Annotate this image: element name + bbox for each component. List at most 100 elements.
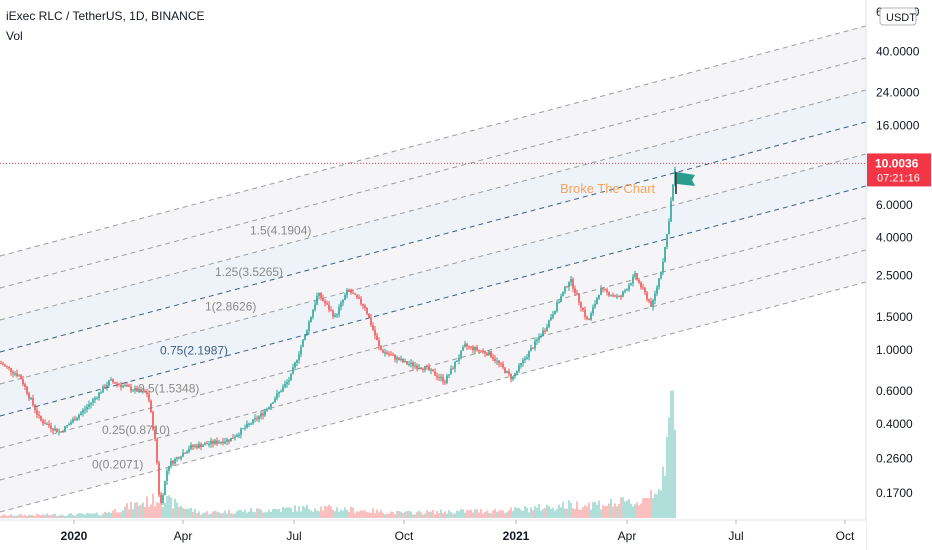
- candle-body: [506, 371, 508, 373]
- candle-body: [432, 369, 434, 372]
- volume-bar: [248, 511, 250, 518]
- candle-body: [108, 380, 110, 386]
- candle-body: [550, 317, 552, 321]
- candle-body: [558, 301, 560, 303]
- candle-body: [672, 184, 674, 201]
- candle-body: [158, 462, 160, 495]
- candle-body: [236, 435, 238, 437]
- volume-bar: [524, 506, 526, 518]
- candle-body: [274, 398, 276, 403]
- volume-bar: [202, 512, 204, 518]
- volume-bar: [250, 508, 252, 518]
- volume-bar: [440, 509, 442, 518]
- candle-body: [160, 494, 162, 503]
- volume-bar: [434, 514, 436, 518]
- volume-bar: [372, 508, 374, 518]
- volume-bar: [76, 514, 78, 518]
- volume-bar: [484, 512, 486, 518]
- candle-body: [126, 385, 128, 387]
- candle-body: [512, 376, 514, 380]
- price-axis[interactable]: 65.000040.000024.000016.00006.00004.0000…: [865, 0, 932, 550]
- volume-bar: [558, 504, 560, 518]
- volume-bar: [494, 509, 496, 518]
- volume-bar: [582, 507, 584, 518]
- candle-body: [176, 457, 178, 459]
- candle-body: [380, 346, 382, 351]
- volume-bar: [590, 509, 592, 518]
- volume-bar: [188, 508, 190, 518]
- last-price-tag: [867, 153, 931, 187]
- candle-body: [312, 310, 314, 317]
- volume-bar: [68, 513, 70, 518]
- volume-bar: [28, 514, 30, 518]
- time-tick-label: Apr: [618, 529, 637, 543]
- candle-body: [172, 461, 174, 464]
- candle-body: [156, 438, 158, 463]
- volume-bar: [528, 512, 530, 518]
- candle-body: [624, 290, 626, 292]
- candle-body: [622, 291, 624, 297]
- fib-band: [0, 186, 866, 448]
- fib-band: [0, 154, 866, 416]
- candle-body: [56, 428, 58, 433]
- volume-bar: [624, 501, 626, 518]
- volume-bar: [300, 511, 302, 518]
- volume-bar: [50, 515, 52, 518]
- candle-body: [332, 310, 334, 317]
- candle-body: [634, 273, 636, 277]
- time-tick-label: Apr: [174, 529, 193, 543]
- volume-bar: [324, 505, 326, 518]
- candle-body: [242, 428, 244, 430]
- volume-bar: [140, 504, 142, 518]
- candle-body: [434, 371, 436, 376]
- volume-bar: [476, 509, 478, 518]
- candle-body: [206, 443, 208, 445]
- candle-body: [318, 292, 320, 297]
- volume-bar: [390, 511, 392, 518]
- candle-body: [96, 397, 98, 399]
- time-axis[interactable]: 2020 Apr Jul Oct 2021 Apr Jul Oct: [0, 519, 866, 550]
- volume-bar: [488, 512, 490, 518]
- volume-bar: [54, 513, 56, 518]
- candle-body: [214, 440, 216, 444]
- candle-body: [410, 362, 412, 364]
- candle-body: [110, 379, 112, 381]
- volume-bar: [622, 497, 624, 518]
- volume-bar: [170, 497, 172, 518]
- volume-bar: [398, 510, 400, 518]
- volume-bar: [630, 503, 632, 518]
- candle-body: [592, 307, 594, 314]
- volume-bar: [46, 513, 48, 518]
- volume-bar: [626, 500, 628, 518]
- candle-body: [580, 302, 582, 308]
- candle-body: [86, 406, 88, 410]
- candle-body: [618, 295, 620, 297]
- volume-bar: [24, 514, 26, 518]
- volume-bar: [636, 502, 638, 518]
- candle-body: [608, 291, 610, 296]
- volume-bar: [508, 510, 510, 518]
- volume-bar: [532, 510, 534, 518]
- volume-bar: [48, 514, 50, 518]
- candle-body: [460, 350, 462, 358]
- price-axis-bg: [866, 0, 932, 550]
- candle-body: [442, 376, 444, 382]
- volume-bar: [584, 505, 586, 518]
- candle-body: [522, 359, 524, 364]
- candle-body: [628, 285, 630, 290]
- candle-body: [298, 354, 300, 361]
- candle-body: [182, 452, 184, 457]
- candle-body: [666, 234, 668, 248]
- time-tick-label: 2021: [503, 529, 530, 543]
- candle-body: [88, 404, 90, 407]
- volume-bar: [52, 514, 54, 518]
- candle-body: [362, 303, 364, 306]
- volume-bar: [336, 507, 338, 518]
- candle-body: [494, 358, 496, 361]
- candle-body: [454, 361, 456, 369]
- candle-body: [288, 380, 290, 383]
- candle-body: [548, 320, 550, 327]
- volume-bar: [578, 509, 580, 518]
